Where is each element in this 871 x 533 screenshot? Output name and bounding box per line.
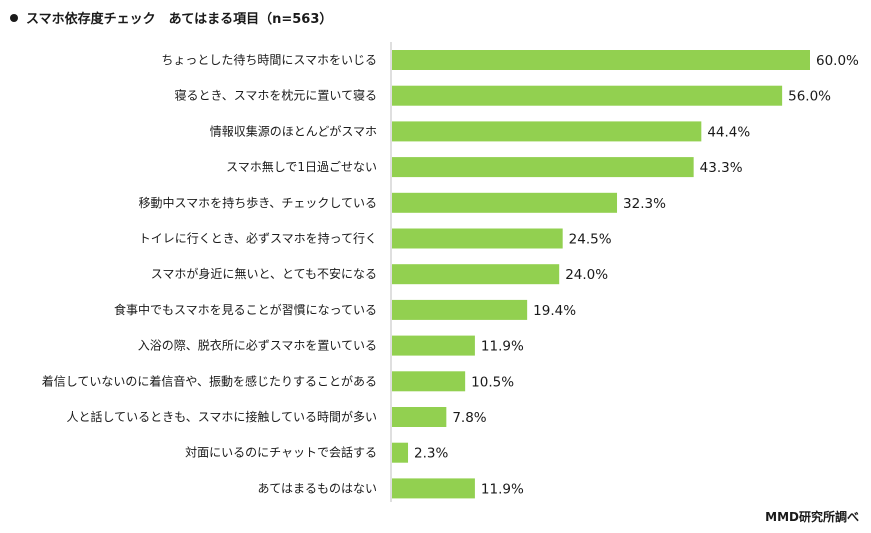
value-label: 43.3% [700, 160, 743, 176]
chart-title-text: スマホ依存度チェック あてはまる項目（n=563） [26, 12, 333, 27]
bar [392, 121, 702, 142]
value-label: 56.0% [788, 89, 831, 105]
source-label: MMD研究所調べ [765, 510, 859, 524]
bar [392, 478, 475, 499]
category-label: 対面にいるのにチャットで会話する [185, 445, 377, 460]
value-label: 11.9% [481, 339, 524, 355]
category-label: 情報収集源のほとんどがスマホ [210, 123, 377, 138]
bar [392, 50, 810, 70]
value-label: 7.8% [452, 410, 486, 426]
value-label: 32.3% [623, 196, 666, 212]
category-label: 人と話しているときも、スマホに接触している時間が多い [66, 409, 377, 424]
bar [392, 228, 563, 249]
category-label: スマホが身近に無いと、とても不安になる [151, 266, 377, 281]
category-label: スマホ無しで1日過ごせない [226, 159, 377, 174]
category-label: トイレに行くとき、必ずスマホを持って行く [139, 231, 377, 246]
category-label: 寝るとき、スマホを枕元に置いて寝る [175, 88, 377, 103]
chart-title: スマホ依存度チェック あてはまる項目（n=563） [10, 8, 332, 27]
category-label: 食事中でもスマホを見ることが習慣になっている [114, 302, 377, 317]
bullet-icon [10, 13, 18, 22]
category-label: 着信していないのに着信音や、振動を感じたりすることがある [42, 373, 377, 388]
category-label: 入浴の際、脱衣所に必ずスマホを置いている [138, 338, 377, 353]
bar [392, 264, 560, 285]
value-label: 24.5% [569, 232, 612, 248]
bar [392, 299, 528, 320]
category-label: ちょっとした待ち時間にスマホをいじる [161, 53, 377, 67]
value-label: 11.9% [481, 481, 524, 497]
bar [392, 407, 447, 427]
value-label: 60.0% [816, 53, 859, 69]
value-label: 10.5% [471, 374, 514, 390]
bar [392, 192, 618, 213]
value-label: 2.3% [414, 446, 448, 462]
category-label: 移動中スマホを持ち歩き、チェックしている [139, 195, 377, 210]
bar [392, 157, 694, 178]
bar [392, 335, 475, 356]
category-label: あてはまるものはない [257, 481, 377, 495]
bar [392, 85, 783, 106]
value-label: 24.0% [565, 267, 608, 283]
bar [392, 371, 466, 392]
bar [392, 442, 409, 463]
value-label: 19.4% [533, 303, 576, 319]
value-label: 44.4% [707, 124, 750, 140]
